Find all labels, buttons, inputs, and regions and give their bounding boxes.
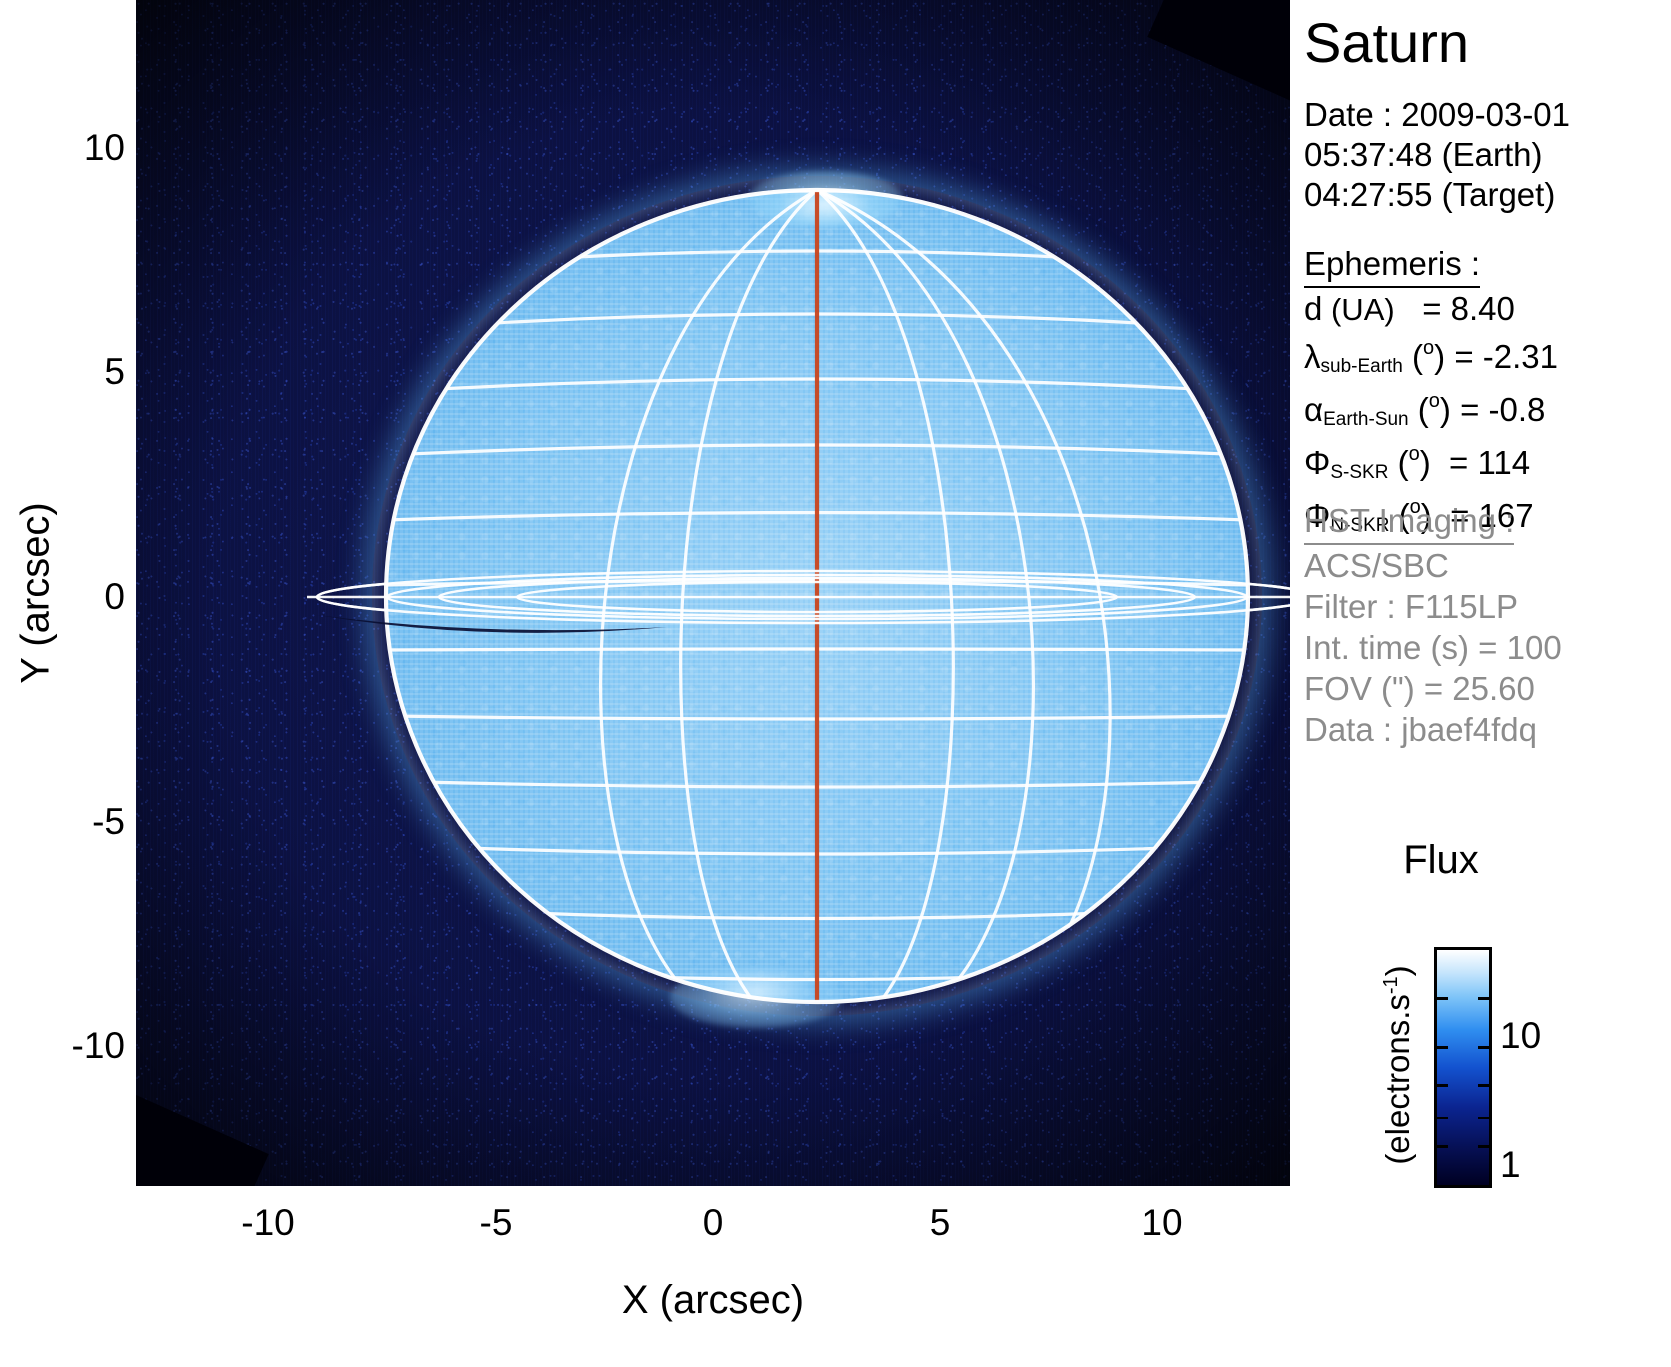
ephemeris-block: Ephemeris : d (UA) = 8.40 λsub-Earth (o)… [1304,243,1558,542]
colorbar-tick [1478,1145,1489,1148]
colorbar-tick [1478,1083,1489,1087]
ephemeris-row-phi-n: ΦN-SKR (o) = 167 [1304,496,1534,536]
longitude-lines [599,190,1112,1002]
x-tick-label: 10 [1141,1202,1183,1243]
ephemeris-symbol: α [1304,391,1324,428]
colorbar-tick [1437,997,1448,1000]
hst-heading: HST Imaging : [1304,500,1515,545]
hst-imaging-block: HST Imaging : ACS/SBC Filter : F115LP In… [1304,500,1562,750]
degree-symbol: o [1423,337,1435,359]
ephemeris-subscript: N-SKR [1330,515,1390,536]
hst-fov: FOV (") = 25.60 [1304,670,1535,707]
y-tick-label: -10 [71,1025,125,1066]
hst-dataset: Data : jbaef4fdq [1304,711,1537,748]
colorbar-unit-close: ) [1379,965,1416,977]
colorbar-tick [1437,1116,1448,1120]
x-tick-label: 0 [702,1202,724,1243]
hst-integration-time: Int. time (s) = 100 [1304,629,1562,666]
date-block: Date : 2009-03-01 05:37:48 (Earth) 04:27… [1304,95,1570,215]
ephemeris-symbol: Φ [1304,444,1331,481]
hst-filter: Filter : F115LP [1304,588,1518,625]
colorbar-label-1: 1 [1500,1144,1521,1185]
colorbar-tick [1478,1046,1489,1049]
colorbar-unit-label: (electrons.s-1) [1379,965,1417,1164]
ring-overlay-near [307,569,1290,633]
date-line-1: Date : 2009-03-01 [1304,96,1571,133]
degree-symbol: o [1409,496,1421,518]
ephemeris-value: = 167 [1450,497,1534,534]
ephemeris-value: = -2.31 [1454,338,1559,375]
y-tick-label: -5 [92,801,125,842]
colorbar-tick [1437,1083,1448,1087]
y-tick-label: 5 [104,351,125,392]
y-tick-label: 10 [83,127,125,168]
ephemeris-symbol: λ [1304,338,1321,375]
ephemeris-subscript: Earth-Sun [1323,409,1409,430]
y-axis-title: Y (arcsec) [13,502,58,684]
x-tick-label: 5 [929,1202,951,1243]
ephemeris-value: = 114 [1449,444,1531,481]
colorbar-tick [1437,1145,1448,1148]
ephemeris-row-lambda: λsub-Earth (o) = -2.31 [1304,337,1559,377]
ephemeris-subscript: sub-Earth [1320,356,1403,377]
info-panel: Saturn Date : 2009-03-01 05:37:48 (Earth… [1300,0,1671,1367]
date-line-3: 04:27:55 (Target) [1304,176,1556,213]
ephemeris-value: = -0.8 [1460,391,1546,428]
x-tick-label: -10 [241,1202,295,1243]
ephemeris-subscript: S-SKR [1330,462,1389,483]
colorbar-tick [1437,1046,1448,1049]
colorbar-label-10: 10 [1500,1015,1542,1056]
date-line-2: 05:37:48 (Earth) [1304,136,1543,173]
ephemeris-unit: (UA) [1330,292,1395,327]
saturn-image-panel [136,0,1290,1186]
hst-instrument: ACS/SBC [1304,547,1449,584]
y-tick-label: 0 [104,576,125,617]
page-title: Saturn [1304,11,1469,74]
degree-symbol: o [1428,390,1440,412]
graticule-overlay [307,187,1290,1005]
ephemeris-symbol: d [1304,290,1323,327]
flux-colorbar [1434,947,1492,1188]
colorbar-title: Flux [1403,838,1479,882]
ephemeris-symbol: Φ [1304,497,1331,534]
ephemeris-heading: Ephemeris : [1304,243,1481,288]
x-axis-title: X (arcsec) [621,1278,805,1322]
colorbar-tick [1478,997,1489,1000]
colorbar-unit-text: (electrons.s [1379,994,1416,1165]
colorbar-unit-exponent: -1 [1380,976,1402,995]
ephemeris-row-phi-s: ΦS-SKR (o) = 114 [1304,443,1531,483]
ephemeris-row-alpha: αEarth-Sun (o) = -0.8 [1304,390,1546,430]
ephemeris-row-d: d (UA) = 8.40 [1304,288,1558,330]
degree-symbol: o [1408,443,1420,465]
colorbar-tick [1478,1116,1489,1120]
ephemeris-value: = 8.40 [1422,290,1515,327]
x-tick-label: -5 [479,1202,513,1243]
